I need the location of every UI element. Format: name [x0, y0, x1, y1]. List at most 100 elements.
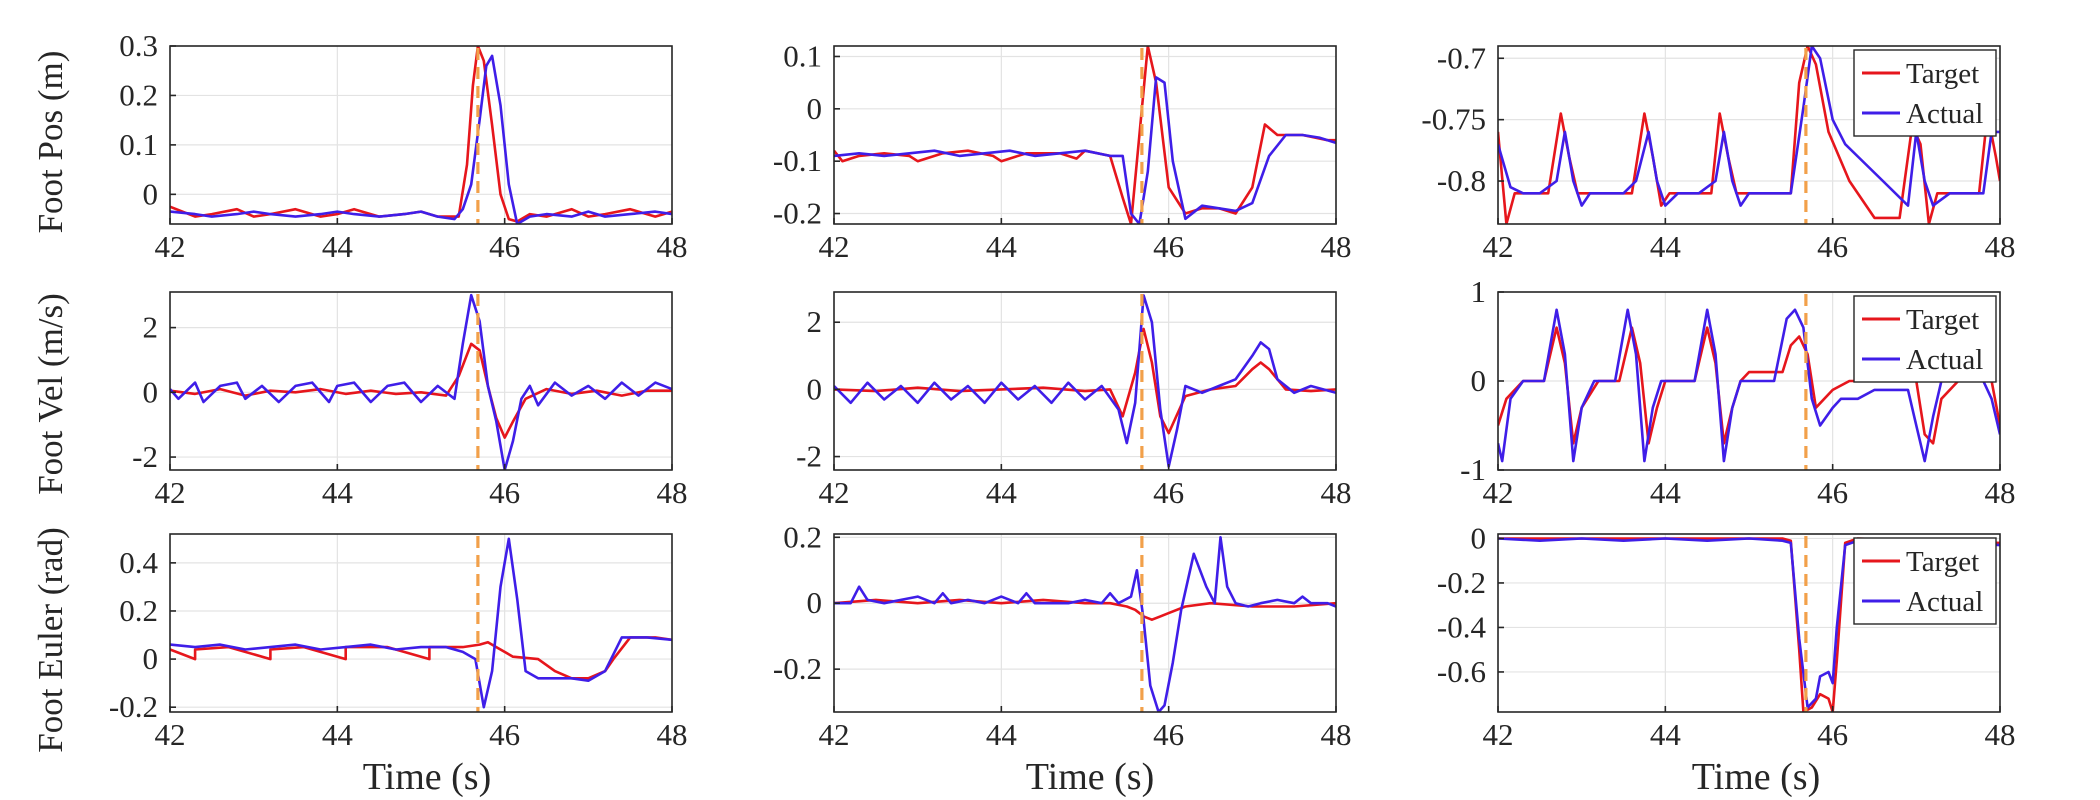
panel-2-1-xtick-label-1: 44 — [322, 475, 354, 510]
panel-1-2: 42 44 46 48 -0.2 -0.1 0 0.1 — [773, 38, 1352, 264]
panel-2-1-ytick-label-2: 2 — [143, 310, 159, 345]
panel-3-1-ytick-label-1: 0 — [143, 641, 159, 676]
panel-2-3-series-actual — [1498, 308, 2000, 463]
panel-1-1-xtick-label-2: 46 — [489, 229, 520, 264]
panel-3-2-xtick-label-3: 48 — [1321, 717, 1352, 752]
panel-2-1-series-group — [170, 293, 672, 470]
panel-1-1-frame — [169, 45, 673, 225]
panel-2-3-xtick-label-3: 48 — [1985, 475, 2016, 510]
panel-3-3-xtick-label-2: 46 — [1817, 717, 1848, 752]
panel-2-2-plot-area — [834, 292, 1336, 470]
panel-3-2-ytick-label-0: -0.2 — [773, 651, 822, 686]
panel-1-3-frame — [1497, 45, 2001, 225]
panel-2-2-xtick-label-2: 46 — [1153, 475, 1184, 510]
panel-3-2-series-actual — [834, 535, 1336, 712]
panel-1-3-legend: Target Actual — [1853, 49, 1997, 137]
panel-1-2-xtick-label-1: 44 — [986, 229, 1018, 264]
panel-1-3-series-actual — [1498, 46, 2000, 207]
panel-3-3-xtick-label-1: 44 — [1650, 717, 1682, 752]
panel-1-1-plot-area — [170, 46, 672, 224]
panel-3-2-plot-area — [834, 534, 1336, 712]
row-label-pos: Foot Pos (m) — [31, 51, 70, 234]
panel-1-2-ytick-label-2: 0 — [807, 91, 823, 126]
panel-2-3: 42 44 46 48 -1 0 1 Target Actual — [1460, 274, 2015, 510]
panel-1-3-xtick-label-3: 48 — [1985, 229, 2016, 264]
panel-2-1-ytick-label-1: 0 — [143, 374, 159, 409]
panel-3-1-frame — [169, 533, 673, 713]
panel-3-1-xtick-label-1: 44 — [322, 717, 354, 752]
panel-2-1-xtick-label-0: 42 — [155, 475, 186, 510]
panel-1-3-series-group — [1498, 46, 2000, 224]
panel-2-2-ytick-label-2: 2 — [807, 304, 823, 339]
panel-1-2-frame — [833, 45, 1337, 225]
panel-3-3-ytick-label-2: -0.2 — [1437, 565, 1486, 600]
panel-1-1-series-group — [170, 46, 672, 224]
panel-3-2: 42 44 46 48 -0.2 0 0.2 — [773, 519, 1352, 752]
panel-2-2-ytick-label-0: -2 — [796, 439, 822, 474]
panel-2-3-series-group — [1498, 294, 2000, 470]
panel-3-1-series-group — [170, 536, 672, 712]
row-label-vel: Foot Vel (m/s) — [31, 293, 70, 495]
panel-2-3-ytick-label-1: 0 — [1471, 363, 1487, 398]
panel-2-2-xtick-label-0: 42 — [819, 475, 850, 510]
panel-1-2-xtick-label-2: 46 — [1153, 229, 1184, 264]
panel-3-1-xtick-label-2: 46 — [489, 717, 520, 752]
panel-2-2-series-actual — [834, 294, 1336, 468]
panel-1-1-series-actual — [170, 54, 672, 224]
panel-3-1-xtick-label-0: 42 — [155, 717, 186, 752]
panel-3-1-plot-area — [170, 534, 672, 712]
panel-3-1-ytick-label-0: -0.2 — [109, 689, 158, 724]
panel-2-3-legend-box — [1853, 295, 1997, 383]
panel-1-1-ytick-label-1: 0.1 — [119, 127, 158, 162]
panel-1-2-ytick-label-1: -0.1 — [773, 143, 822, 178]
xlabel-col-3: Time (s) — [1692, 756, 1820, 798]
panel-1-1-xtick-label-0: 42 — [155, 229, 186, 264]
panel-2-1-xtick-label-2: 46 — [489, 475, 520, 510]
panel-3-2-series-group — [834, 535, 1336, 712]
panel-1-2-ytick-label-0: -0.2 — [773, 196, 822, 231]
panel-1-3-xtick-label-0: 42 — [1483, 229, 1514, 264]
panel-2-1: 42 44 46 48 -2 0 2 — [132, 291, 688, 510]
panel-1-3-legend-label-target: Target — [1906, 58, 1979, 90]
panel-1-2-series-target — [834, 46, 1336, 224]
xlabel-col-2: Time (s) — [1026, 756, 1154, 798]
panel-3-2-series-target — [834, 598, 1336, 622]
panel-1-3-xtick-label-2: 46 — [1817, 229, 1848, 264]
panel-3-3-series-target — [1498, 537, 2000, 712]
panel-2-2: 42 44 46 48 -2 0 2 — [796, 291, 1352, 510]
panel-3-1-ytick-label-2: 0.2 — [119, 593, 158, 628]
panel-3-3-legend-label-target: Target — [1906, 546, 1979, 578]
panel-1-3-legend-box — [1853, 49, 1997, 137]
panel-3-3-xtick-label-3: 48 — [1985, 717, 2016, 752]
panel-1-1-ytick-label-3: 0.3 — [119, 28, 158, 63]
panel-2-3-legend-label-target: Target — [1906, 304, 1979, 336]
panel-2-3-ytick-label-2: 1 — [1471, 274, 1487, 309]
panel-2-2-frame — [833, 291, 1337, 471]
panel-1-1-ytick-label-2: 0.2 — [119, 77, 158, 112]
panel-2-1-plot-area — [170, 292, 672, 470]
panel-2-3-legend-label-actual: Actual — [1906, 344, 1983, 376]
panel-3-1-xtick-label-3: 48 — [657, 717, 688, 752]
panel-3-1: 42 44 46 48 -0.2 0 0.2 0.4 — [109, 533, 688, 752]
panel-1-2-series-actual — [834, 76, 1336, 224]
panel-3-3-ytick-label-3: 0 — [1471, 520, 1487, 555]
panel-3-2-xtick-label-2: 46 — [1153, 717, 1184, 752]
panel-2-1-frame — [169, 291, 673, 471]
panel-3-3: 42 44 46 48 -0.6 -0.4 -0.2 0 Target Actual — [1437, 520, 2016, 752]
panel-2-2-xtick-label-1: 44 — [986, 475, 1018, 510]
xlabel-col-1: Time (s) — [363, 756, 491, 798]
panel-3-2-xtick-label-1: 44 — [986, 717, 1018, 752]
panel-3-1-series-actual — [170, 537, 672, 709]
panel-1-3: 42 44 46 48 -0.8 -0.75 -0.7 Target Actual — [1421, 40, 2015, 264]
panel-1-1-xtick-label-1: 44 — [322, 229, 354, 264]
panel-3-3-ytick-label-0: -0.6 — [1437, 654, 1486, 689]
panel-1-3-xtick-label-1: 44 — [1650, 229, 1682, 264]
panel-1-2-plot-area — [834, 46, 1336, 224]
panel-2-3-xtick-label-1: 44 — [1650, 475, 1682, 510]
panel-3-1-ytick-label-3: 0.4 — [119, 545, 158, 580]
panel-3-2-ytick-label-1: 0 — [807, 585, 823, 620]
panel-2-2-series-group — [834, 294, 1336, 470]
panel-1-3-ytick-label-0: -0.8 — [1437, 163, 1486, 198]
row-label-euler: Foot Euler (rad) — [31, 527, 70, 752]
